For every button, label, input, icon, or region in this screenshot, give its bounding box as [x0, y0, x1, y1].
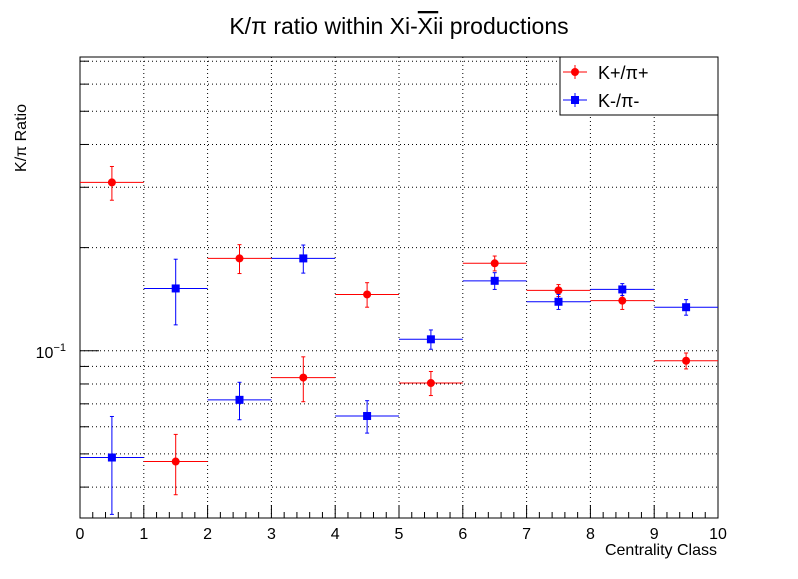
- marker-square: [235, 395, 244, 404]
- x-tick-label: 0: [76, 526, 85, 543]
- marker-circle: [490, 259, 499, 268]
- marker-square: [618, 285, 627, 294]
- marker-square: [299, 254, 308, 263]
- grid: [80, 57, 718, 518]
- x-tick-label: 6: [458, 526, 467, 543]
- x-tick-label: 3: [267, 526, 276, 543]
- data-point: [654, 352, 718, 370]
- legend-label-kminus: K-/π-: [598, 91, 639, 111]
- data-point: [143, 433, 208, 496]
- legend: K+/π+ K-/π-: [559, 56, 719, 116]
- marker-circle: [426, 379, 435, 388]
- chart-title-overline: Xi: [418, 13, 438, 39]
- data-point: [271, 244, 336, 274]
- marker-square: [171, 284, 180, 293]
- x-tick-label: 1: [139, 526, 148, 543]
- marker-square: [554, 297, 563, 306]
- x-tick-label: 10: [709, 526, 727, 543]
- series-kplus-pi-plus: [80, 165, 718, 496]
- marker-square: [490, 276, 499, 285]
- data-point: [143, 258, 208, 326]
- marker-square: [426, 335, 435, 344]
- data-point: [271, 356, 336, 403]
- data-points: [80, 165, 718, 515]
- marker-square: [682, 303, 691, 312]
- data-point: [80, 415, 144, 515]
- data-point: [590, 291, 655, 310]
- y-axis-label: K/π Ratio: [13, 104, 30, 172]
- marker-circle: [682, 356, 691, 365]
- x-tick-label: 4: [331, 526, 340, 543]
- data-point: [207, 244, 272, 275]
- chart-title: K/π ratio within Xi-Xii productions: [229, 13, 568, 39]
- x-tick-label: 5: [395, 526, 404, 543]
- x-tick-label: 8: [586, 526, 595, 543]
- series-kminus-pi-minus: [80, 244, 718, 515]
- data-point: [80, 165, 144, 201]
- data-point: [335, 282, 399, 308]
- y-tick-label: 10−1: [36, 342, 66, 362]
- axes: 0 1 2 3 4 5 6 7 8 9 10 10−1: [36, 60, 727, 543]
- data-point: [399, 329, 463, 350]
- marker-circle: [171, 457, 180, 466]
- legend-label-kplus: K+/π+: [598, 63, 648, 83]
- chart-title-part-3: i productions: [438, 13, 568, 39]
- data-point: [590, 283, 655, 296]
- marker-circle: [554, 286, 563, 295]
- legend-entry-kplus: K+/π+: [563, 63, 648, 83]
- marker-square: [107, 453, 116, 462]
- x-tick-label: 7: [522, 526, 531, 543]
- legend-box: [559, 56, 719, 116]
- data-point: [399, 370, 463, 397]
- legend-marker-square: [571, 96, 579, 104]
- legend-entry-kminus: K-/π-: [563, 91, 639, 111]
- data-point: [207, 381, 272, 421]
- chart-title-part-1: K/π ratio within Xi-: [229, 13, 417, 39]
- data-point: [654, 299, 718, 316]
- data-point: [462, 272, 527, 290]
- marker-circle: [299, 373, 308, 382]
- marker-circle: [107, 178, 116, 187]
- marker-circle: [363, 290, 372, 299]
- x-tick-label: 9: [650, 526, 659, 543]
- legend-marker-circle: [571, 68, 579, 76]
- data-point: [335, 400, 399, 434]
- x-axis-label: Centrality Class: [605, 542, 717, 559]
- marker-square: [363, 412, 372, 421]
- marker-circle: [235, 254, 244, 263]
- x-tick-label: 2: [203, 526, 212, 543]
- data-point: [526, 293, 591, 310]
- marker-circle: [618, 296, 627, 305]
- data-point: [462, 255, 527, 272]
